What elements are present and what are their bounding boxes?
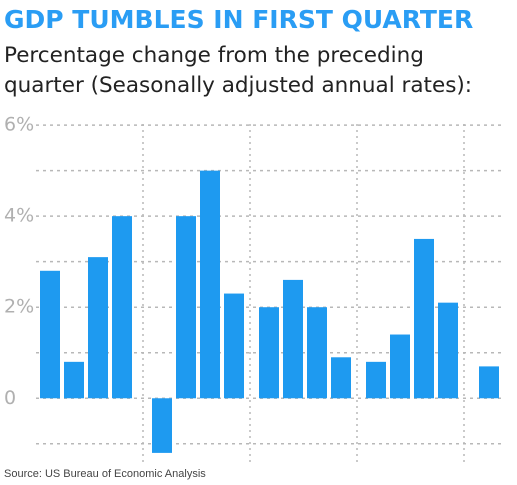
bar bbox=[366, 361, 386, 399]
y-tick-label: 4% bbox=[4, 205, 34, 227]
bar bbox=[390, 334, 410, 399]
bar bbox=[64, 361, 84, 399]
bar bbox=[414, 238, 434, 399]
y-tick-label: 6% bbox=[4, 114, 34, 136]
bar bbox=[200, 170, 220, 399]
bar bbox=[307, 307, 327, 399]
chart-subtitle: quarter (Seasonally adjusted annual rate… bbox=[4, 73, 472, 98]
y-tick-label: 2% bbox=[4, 296, 34, 318]
bar bbox=[224, 293, 244, 399]
bar bbox=[40, 270, 60, 399]
chart-title: GDP TUMBLES IN FIRST QUARTER bbox=[4, 5, 473, 34]
bar bbox=[283, 279, 303, 399]
y-tick-label: 0 bbox=[4, 387, 16, 409]
source: Source: US Bureau of Economic Analysis bbox=[4, 468, 206, 480]
bar bbox=[152, 398, 172, 453]
chart-subtitle: Percentage change from the preceding bbox=[4, 43, 424, 68]
bar bbox=[112, 216, 132, 399]
bar bbox=[479, 366, 499, 399]
bar bbox=[176, 216, 196, 399]
bar bbox=[88, 257, 108, 399]
bar bbox=[438, 302, 458, 399]
bar bbox=[331, 357, 351, 399]
bar bbox=[259, 307, 279, 399]
